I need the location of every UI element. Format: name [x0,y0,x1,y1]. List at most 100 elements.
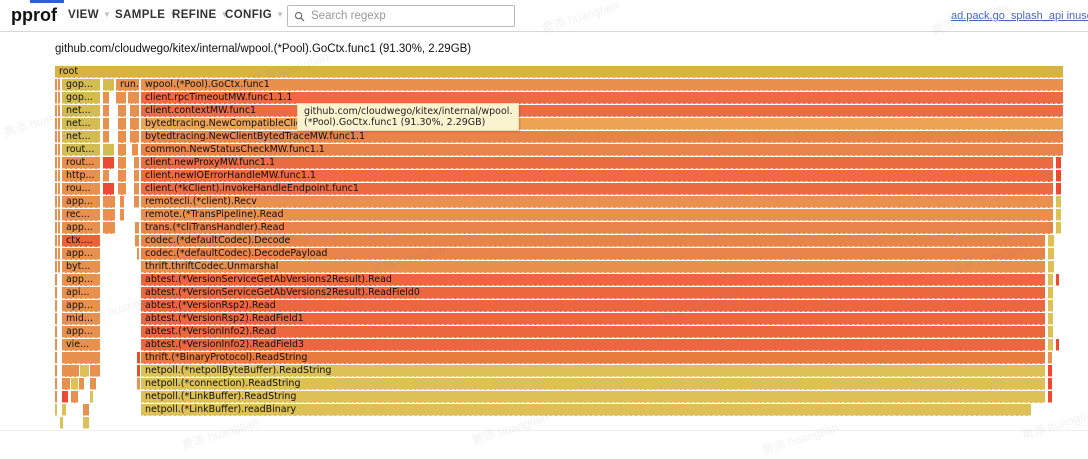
flame-frame[interactable] [58,170,60,182]
flame-frame[interactable]: netpoll.(*netpollByteBuffer).ReadString [141,365,1045,377]
flame-frame[interactable]: rout... [62,144,100,156]
flame-frame[interactable] [58,105,60,117]
flame-frame[interactable]: app... [62,274,100,286]
flame-frame[interactable] [62,378,70,390]
flame-frame[interactable] [58,131,60,143]
flame-frame[interactable]: bytedtracing.NewClientBytedTraceMW.func1… [141,131,1063,143]
flame-frame[interactable]: rou... [62,183,100,195]
flame-frame[interactable] [55,352,57,364]
flame-frame[interactable] [55,222,57,234]
flame-frame[interactable] [83,404,89,416]
flame-frame[interactable] [135,222,139,234]
flame-frame[interactable] [58,248,60,260]
flame-frame[interactable] [58,222,60,234]
flame-frame[interactable]: byt... [62,261,100,273]
flame-frame[interactable] [103,209,115,221]
flame-frame[interactable] [55,326,57,338]
flame-frame[interactable]: thrift.thriftCodec.Unmarshal [141,261,1045,273]
menu-sample[interactable]: SAMPLE ▼ [115,9,178,21]
flame-frame[interactable]: netpoll.(*LinkBuffer).ReadString [141,391,1045,403]
flame-frame[interactable] [1056,157,1061,169]
flame-frame[interactable] [1048,274,1053,286]
flame-frame[interactable] [55,196,57,208]
flame-frame[interactable] [55,144,57,156]
flame-frame[interactable] [103,144,114,156]
flame-frame[interactable]: api... [62,287,100,299]
flame-frame[interactable]: abtest.(*VersionRsp2).Read [141,300,1045,312]
flame-frame[interactable] [71,378,78,390]
flame-frame[interactable]: thrift.(*BinaryProtocol).ReadString [141,352,1045,364]
search-input[interactable] [309,9,514,23]
flame-frame[interactable]: app... [62,248,100,260]
flame-frame[interactable] [137,248,139,260]
flame-frame[interactable] [55,391,57,403]
flame-frame[interactable] [55,365,57,377]
flame-frame[interactable] [55,287,57,299]
flame-frame[interactable] [58,235,60,247]
flame-frame[interactable]: gop... [62,79,100,91]
flame-frame[interactable] [90,378,96,390]
flame-frame[interactable] [55,183,57,195]
flame-frame[interactable] [135,235,139,247]
flame-frame[interactable] [58,183,60,195]
flame-frame[interactable]: app... [62,222,100,234]
flame-frame[interactable] [116,92,126,104]
flame-frame[interactable] [1056,183,1061,195]
flame-frame[interactable]: codec.(*defaultCodec).DecodePayload [141,248,1045,260]
flame-frame[interactable] [1048,352,1052,364]
flame-frame[interactable]: net... [62,118,100,130]
flame-frame[interactable] [1048,339,1053,351]
flame-frame[interactable] [1048,365,1052,377]
flame-frame[interactable] [79,378,84,390]
flame-frame[interactable] [55,339,57,351]
flame-frame[interactable]: abtest.(*VersionRsp2).ReadField1 [141,313,1045,325]
flame-frame[interactable] [58,144,60,156]
flame-frame[interactable] [1048,287,1053,299]
flame-frame[interactable] [1048,391,1052,403]
flame-frame[interactable] [55,378,57,390]
flame-frame[interactable]: common.NewStatusCheckMW.func1.1 [141,144,1063,156]
flame-frame[interactable] [58,92,60,104]
flame-frame[interactable]: app... [62,300,100,312]
flame-frame[interactable]: client.(*kClient).invokeHandleEndpoint.f… [141,183,1053,195]
flame-frame[interactable]: net... [62,131,100,143]
flame-frame[interactable] [1048,235,1054,247]
flame-frame[interactable]: codec.(*defaultCodec).Decode [141,235,1045,247]
flame-frame[interactable]: remotecli.(*client).Recv [141,196,1053,208]
flame-frame[interactable]: mid... [62,313,100,325]
flame-frame[interactable] [1048,248,1054,260]
flame-frame[interactable] [118,170,126,182]
flame-frame[interactable] [55,261,57,273]
flame-frame[interactable] [118,118,126,130]
flame-frame[interactable] [103,170,109,182]
flame-frame[interactable] [60,417,63,429]
flame-frame[interactable]: netpoll.(*connection).ReadString [141,378,1045,390]
flame-frame[interactable] [1048,261,1054,273]
flame-frame[interactable] [1056,196,1061,208]
flame-frame[interactable]: wpool.(*Pool).GoCtx.func1 [141,79,1063,91]
flame-frame[interactable] [55,170,57,182]
profile-link[interactable]: ad.pack.go_splash_api inuse_sp [951,10,1088,22]
flame-frame[interactable]: vie... [62,339,100,351]
flame-frame[interactable] [1048,378,1052,390]
flame-frame[interactable] [1056,170,1061,182]
flame-frame[interactable] [55,313,57,325]
flame-frame[interactable]: run... [116,79,139,91]
flame-frame[interactable] [58,261,60,273]
flame-frame[interactable] [120,209,124,221]
flame-frame[interactable] [118,144,126,156]
flame-frame[interactable]: rec... [62,209,100,221]
flame-frame[interactable] [103,131,109,143]
flame-frame[interactable] [103,105,109,117]
flame-frame[interactable]: remote.(*TransPipeline).Read [141,209,1053,221]
search-box[interactable] [287,5,515,27]
flame-frame[interactable]: http... [62,170,100,182]
flame-frame[interactable]: rout... [62,157,100,169]
flame-frame[interactable]: gop... [62,92,100,104]
flame-frame[interactable] [58,79,60,91]
flame-frame[interactable] [55,118,57,130]
flame-frame[interactable] [58,209,60,221]
flame-frame[interactable] [118,183,126,195]
flame-frame[interactable] [1048,300,1053,312]
flame-frame[interactable] [58,157,60,169]
